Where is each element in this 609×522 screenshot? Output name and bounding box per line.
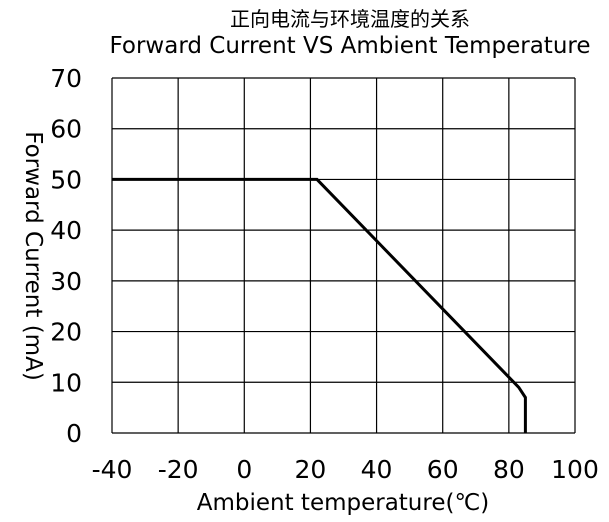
x-tick-label: 0: [236, 455, 252, 484]
y-tick-label: 50: [50, 165, 82, 194]
x-tick-labels: -40 -20 0 20 40 60 80 100: [92, 455, 599, 484]
x-tick-label: -40: [92, 455, 133, 484]
chart-subtitle: Forward Current VS Ambient Temperature: [109, 33, 590, 59]
y-tick-label: 70: [50, 64, 82, 93]
y-tick-label: 60: [50, 115, 82, 144]
y-tick-labels: 0 10 20 30 40 50 60 70: [50, 64, 82, 448]
x-tick-label: 20: [295, 455, 327, 484]
y-tick-label: 20: [50, 318, 82, 347]
x-tick-label: -20: [158, 455, 199, 484]
chart-title: 正向电流与环境温度的关系: [230, 7, 470, 31]
y-axis-label: Forward Current (mA): [20, 131, 46, 381]
x-axis-label: Ambient temperature(℃): [197, 490, 490, 516]
y-tick-label: 40: [50, 216, 82, 245]
y-tick-label: 0: [66, 419, 82, 448]
x-tick-label: 40: [361, 455, 393, 484]
series-line: [112, 177, 527, 433]
y-tick-label: 10: [50, 368, 82, 397]
x-tick-label: 80: [493, 455, 525, 484]
y-tick-label: 30: [50, 267, 82, 296]
x-tick-label: 60: [427, 455, 459, 484]
series-layer: [112, 177, 527, 433]
grid: [111, 77, 576, 434]
x-tick-label: 100: [551, 455, 599, 484]
